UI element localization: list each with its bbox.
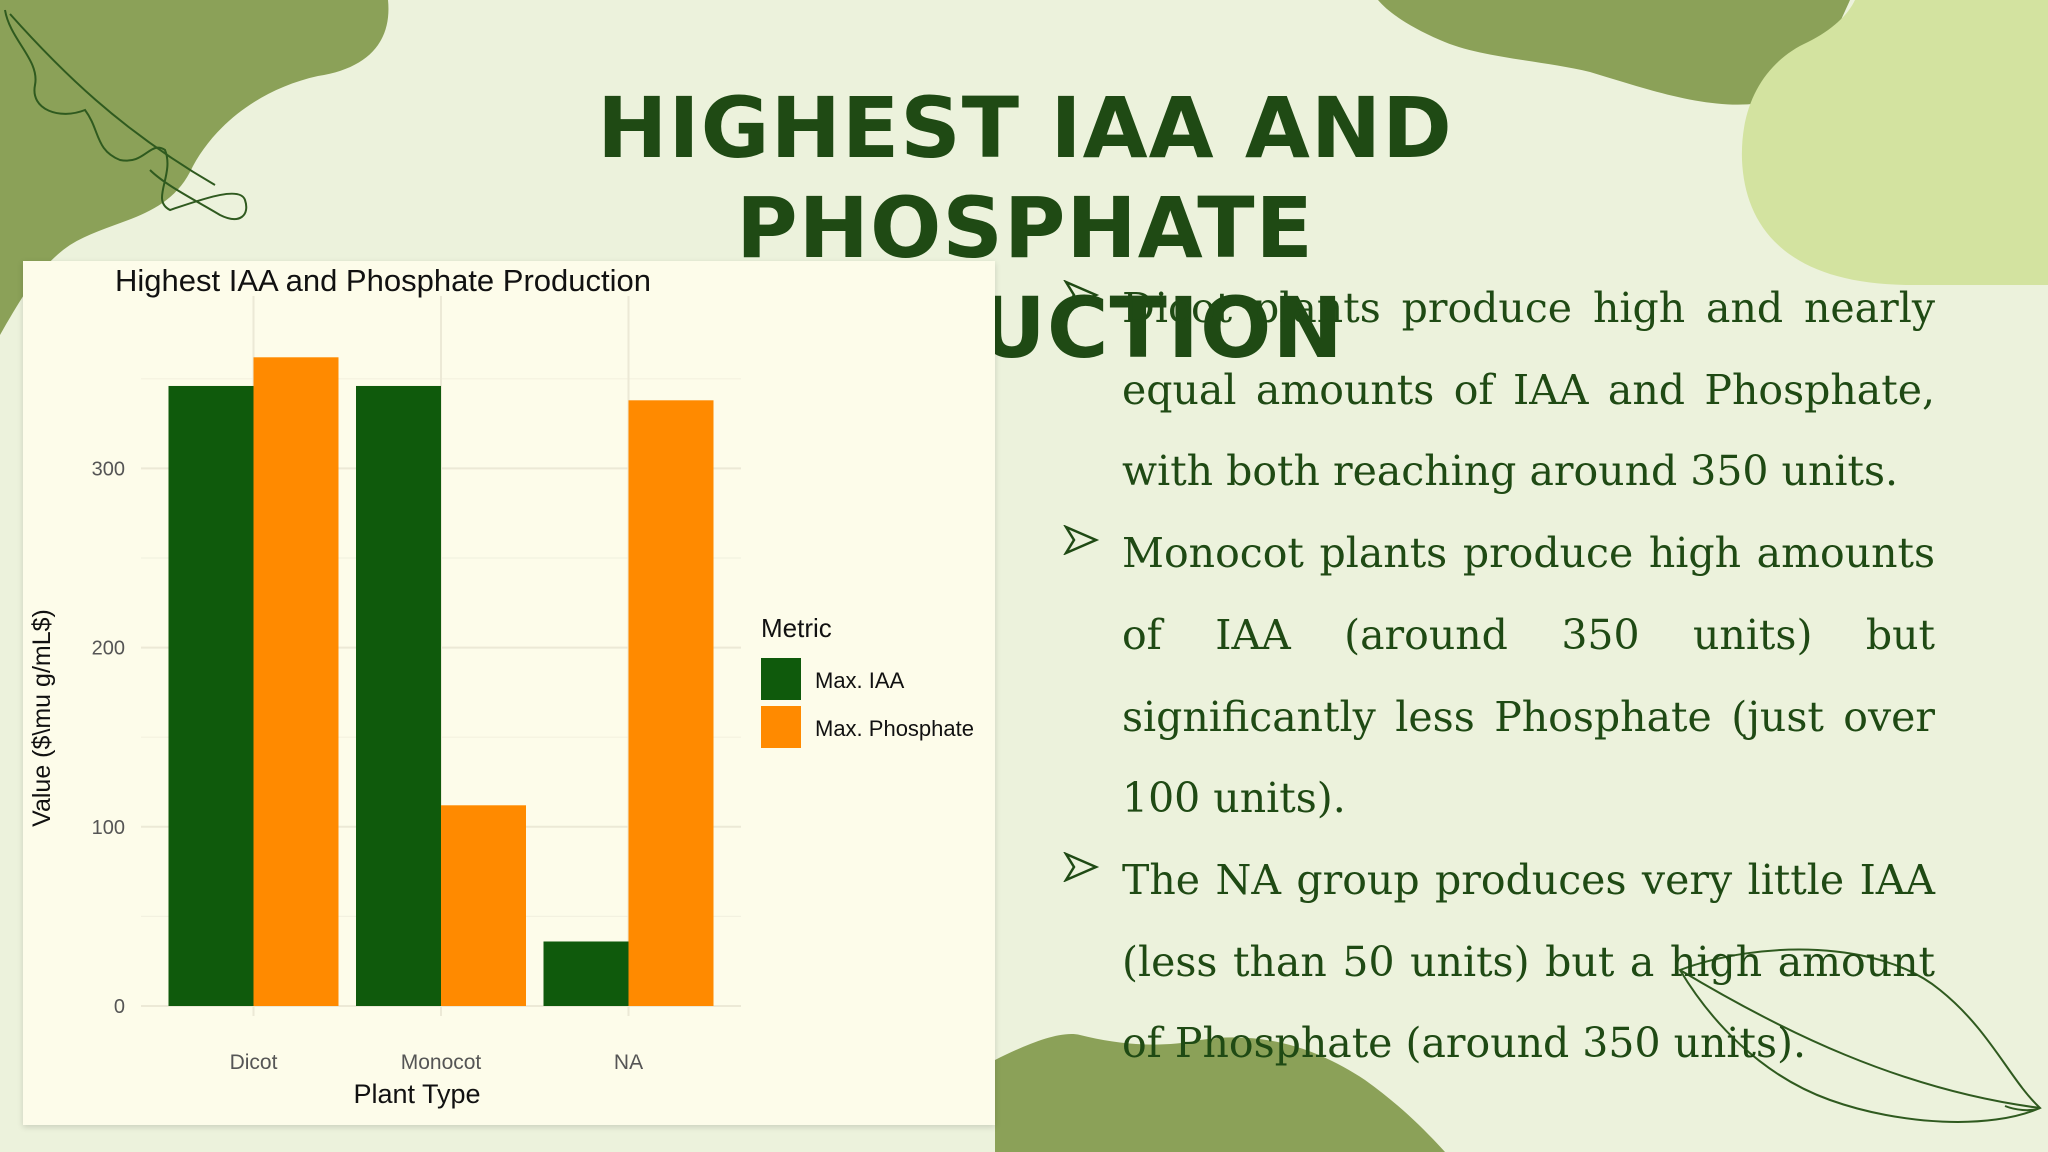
leaf-outline-bottom-right [1678,948,2042,1123]
x-axis-label: Plant Type [353,1079,480,1109]
bar-phosphate-monocot [441,805,526,1006]
top-right-dark-blob [1378,0,1850,105]
bar-phosphate-dicot [253,357,339,1006]
legend-title: Metric [761,613,832,643]
leaf-outline-top-left [4,9,248,220]
bullet-text: Monocot plants produce high amounts of I… [1122,529,1935,823]
chart-title: Highest IAA and Phosphate Production [115,263,651,298]
arrowhead-bullet-icon [1063,851,1100,882]
y-axis-label: Value ($\mu g/mL$) [28,609,56,827]
y-axis-ticks: 0 100 200 300 [92,458,125,1018]
y-tick-label: 300 [92,458,125,480]
y-tick-label: 0 [114,996,125,1018]
bullet-list: Dicot plants produce high and nearly equ… [1040,268,1935,1085]
bar-phosphate-na [628,400,714,1006]
bullet-text: Dicot plants produce high and nearly equ… [1122,284,1935,496]
bullet-item: Dicot plants produce high and nearly equ… [1040,268,1935,513]
x-axis-ticks: Dicot Monocot NA [230,1051,644,1074]
bar-chart: Highest IAA and Phosphate Production 0 10… [28,263,974,1109]
bullet-text: The NA group produces very little IAA (l… [1122,855,1935,1068]
bullet-item: Monocot plants produce high amounts of I… [1040,513,1935,840]
legend-swatch-phosphate [761,706,801,748]
x-tick-label: Monocot [401,1051,482,1074]
x-tick-label: Dicot [230,1051,278,1074]
top-left-blob [0,0,389,335]
bar-iaa-na [543,941,629,1006]
legend-label-phosphate: Max. Phosphate [815,716,974,741]
x-tick-label: NA [614,1051,643,1074]
arrowhead-bullet-icon [1063,280,1100,310]
y-tick-label: 100 [92,817,125,839]
legend: Metric Max. IAA Max. Phosphate [761,613,974,748]
bar-iaa-monocot [356,385,441,1006]
chart-panel: Highest IAA and Phosphate Production 0 10… [23,261,995,1125]
y-tick-label: 200 [92,638,125,660]
bars [168,357,714,1006]
legend-swatch-iaa [761,658,801,700]
title-line-1: HIGHEST IAA AND PHOSPHATE [597,79,1453,277]
legend-label-iaa: Max. IAA [815,668,905,693]
top-right-light-blob [1741,0,2048,285]
arrowhead-bullet-icon [1063,525,1100,556]
bar-iaa-dicot [168,385,254,1006]
bottom-center-blob [995,1034,1445,1152]
bullet-item: The NA group produces very little IAA (l… [1040,840,1935,1085]
